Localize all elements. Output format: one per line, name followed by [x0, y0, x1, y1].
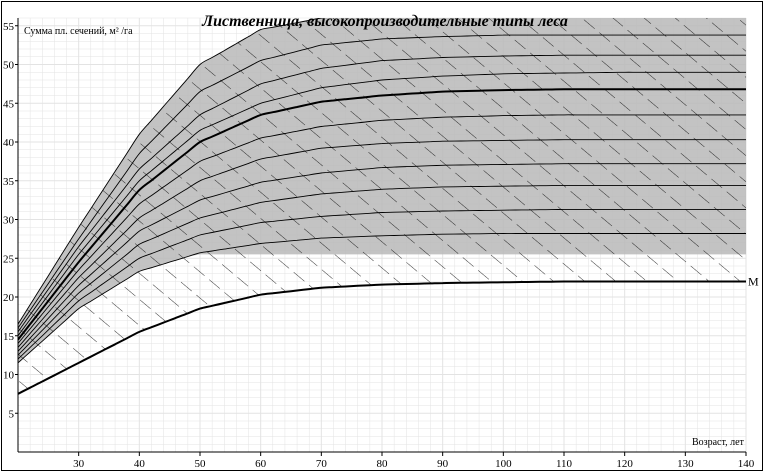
y-tick-label: 10 — [3, 370, 15, 382]
series-line-6 — [18, 114, 746, 344]
y-tick-label: 30 — [3, 215, 15, 227]
x-tick-label: 140 — [738, 458, 755, 470]
x-tick-label: 70 — [316, 458, 328, 470]
series-label-12: М — [748, 275, 759, 289]
series-line-12 — [18, 280, 746, 395]
series-line-5 — [18, 88, 746, 341]
y-tick-label: 45 — [3, 98, 15, 110]
series-line-11 — [18, 233, 746, 364]
x-tick-label: 40 — [134, 458, 146, 470]
y-tick-label: 25 — [3, 253, 15, 265]
chart-title: Лиственница, высокопроизводительные типы… — [201, 13, 568, 30]
y-tick-label: 55 — [3, 21, 15, 33]
x-tick-label: 110 — [556, 458, 573, 470]
x-tick-label: 90 — [437, 458, 449, 470]
y-ticks: 5 10 15 20 25 30 35 40 45 50 55 — [3, 21, 18, 420]
x-axis-label: Возраст, лет — [692, 437, 745, 448]
y-axis-label: Сумма пл. сечений, м² /га — [24, 26, 133, 37]
bands — [18, 18, 746, 394]
series-line-9 — [18, 184, 746, 356]
y-tick-label: 50 — [3, 60, 15, 72]
series-group — [18, 18, 746, 395]
y-tick-label: 20 — [3, 292, 15, 304]
series-line-3 — [18, 54, 746, 333]
x-tick-label: 100 — [495, 458, 512, 470]
x-tick-label: 30 — [73, 458, 85, 470]
x-tick-label: 50 — [195, 458, 207, 470]
x-tick-label: 80 — [377, 458, 389, 470]
y-tick-label: 5 — [9, 408, 15, 420]
y-tick-label: 35 — [3, 176, 15, 188]
x-tick-label: 130 — [677, 458, 694, 470]
series-line-10 — [18, 208, 746, 360]
y-tick-label: 15 — [3, 331, 15, 343]
series-line-8 — [18, 163, 746, 352]
series-labels: М — [748, 275, 759, 289]
x-ticks: 30 40 50 60 70 80 90 100 110 120 130 140 — [73, 452, 755, 470]
series-line-4 — [18, 71, 746, 337]
series-line-1 — [18, 18, 333, 325]
x-tick-label: 120 — [616, 458, 633, 470]
y-tick-label: 40 — [3, 137, 15, 149]
series-line-7 — [18, 139, 746, 348]
series-line-2 — [18, 34, 746, 329]
x-tick-label: 60 — [255, 458, 267, 470]
hatched-band — [18, 18, 746, 394]
